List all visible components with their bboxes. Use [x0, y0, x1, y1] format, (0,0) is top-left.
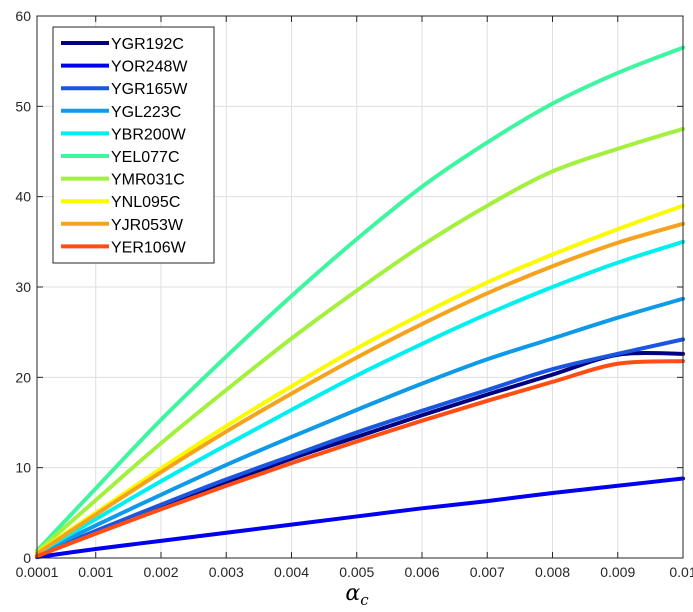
- y-tick-label: 0: [23, 550, 31, 566]
- legend-label: YNL095C: [111, 194, 180, 211]
- x-tick-label: 0.01: [669, 564, 693, 580]
- y-tick-label: 40: [15, 189, 31, 205]
- series-line-ynl095c: [35, 203, 685, 555]
- y-tick-label: 60: [15, 8, 31, 24]
- legend-label: YMR031C: [111, 172, 185, 189]
- y-tick-label: 50: [15, 98, 31, 114]
- legend-label: YJR053W: [111, 217, 184, 234]
- legend-label: YER106W: [111, 239, 187, 256]
- x-tick-label: 0.009: [600, 564, 635, 580]
- series-line-ygr165w: [35, 337, 685, 558]
- legend: YGR192C YOR248W YGR165W YGL223C YBR200W YEL07…: [52, 26, 215, 264]
- x-tick-labels: 0.0001 0.001 0.002 0.003 0.004 0.005 0.006 0.00…: [16, 564, 693, 580]
- series-line-yjr053w: [35, 221, 685, 556]
- y-tick-label: 10: [15, 460, 31, 476]
- axis-ticks: [36, 15, 684, 559]
- legend-label: YGR165W: [111, 81, 188, 98]
- x-tick-label: 0.002: [143, 564, 178, 580]
- series-line-ymr031c: [35, 126, 685, 554]
- series-line-yer106w: [35, 359, 685, 559]
- x-axis-label-base: α: [345, 581, 360, 606]
- legend-label: YOR248W: [111, 59, 188, 76]
- x-axis-label-sub: c: [360, 591, 369, 609]
- series-line-ybr200w: [35, 239, 685, 556]
- x-tick-label: 0.005: [339, 564, 374, 580]
- series-line-yel077c: [35, 45, 685, 553]
- y-tick-label: 20: [15, 369, 31, 385]
- x-tick-label: 0.006: [404, 564, 439, 580]
- x-tick-label: 0.0001: [16, 564, 59, 580]
- legend-label: YGL223C: [111, 104, 181, 121]
- legend-label: YBR200W: [111, 126, 187, 143]
- legend-label: YEL077C: [111, 149, 180, 166]
- x-tick-label: 0.007: [470, 564, 505, 580]
- x-tick-label: 0.004: [274, 564, 309, 580]
- x-tick-label: 0.008: [535, 564, 570, 580]
- x-tick-label: 0.003: [209, 564, 244, 580]
- legend-label: YGR192C: [111, 36, 184, 53]
- y-tick-label: 30: [15, 279, 31, 295]
- y-tick-labels: 0 10 20 30 40 50 60: [15, 8, 31, 566]
- series-line-ygl223c: [35, 296, 685, 557]
- series-line-yor248w: [35, 476, 685, 560]
- x-tick-label: 0.001: [78, 564, 113, 580]
- series-group: [35, 45, 685, 560]
- x-axis-label: αc: [345, 581, 369, 609]
